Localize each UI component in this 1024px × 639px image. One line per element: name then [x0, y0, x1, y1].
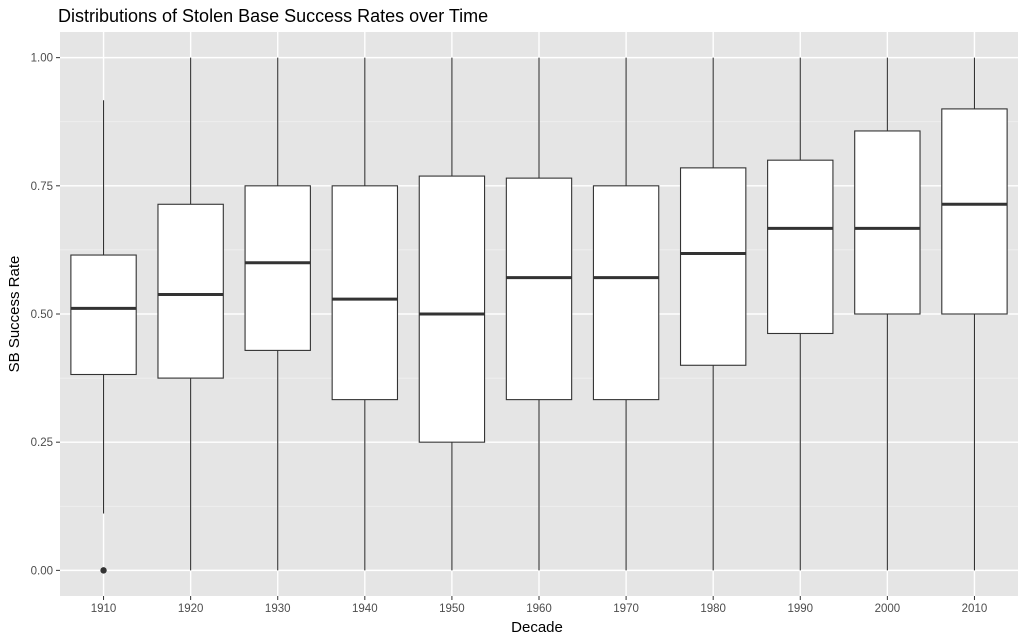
box-1960 [505, 57, 573, 571]
box-1910 [70, 100, 137, 574]
box-2010 [941, 57, 1008, 571]
x-tick-label: 1930 [265, 603, 291, 615]
iqr-box [941, 108, 1008, 315]
iqr-box [767, 159, 834, 335]
iqr-box [679, 167, 747, 366]
chart-title: Distributions of Stolen Base Success Rat… [58, 6, 488, 26]
y-tick-label: 0.25 [31, 437, 53, 449]
box-1970 [592, 57, 660, 571]
iqr-box [331, 185, 399, 401]
boxes-layer [70, 57, 1008, 574]
x-tick-label: 2000 [875, 603, 901, 615]
x-tick-label: 1990 [787, 603, 813, 615]
box-1930 [244, 57, 311, 571]
iqr-box [418, 175, 486, 443]
x-tick-label: 1910 [91, 603, 117, 615]
x-axis-title: Decade [511, 619, 563, 636]
iqr-box [244, 185, 311, 351]
y-tick-label: 0.75 [31, 181, 53, 193]
outlier-point [100, 567, 107, 574]
x-tick-label: 2010 [962, 603, 988, 615]
x-tick-label: 1950 [439, 603, 465, 615]
y-tick-label: 0.00 [31, 565, 53, 577]
box-1920 [157, 57, 224, 571]
iqr-box [157, 203, 224, 379]
y-tick-label: 1.00 [31, 53, 53, 65]
box-2000 [854, 57, 921, 571]
x-tick-label: 1980 [700, 603, 726, 615]
x-tick-label: 1960 [526, 603, 552, 615]
iqr-box [592, 185, 660, 401]
box-1950 [418, 57, 486, 571]
y-tick-label: 0.50 [31, 309, 53, 321]
y-axis-ticks: 0.00 0.25 0.50 0.75 1.00 [31, 53, 60, 577]
x-tick-label: 1970 [613, 603, 639, 615]
iqr-box [70, 254, 137, 376]
x-tick-label: 1920 [178, 603, 204, 615]
iqr-box [854, 130, 921, 315]
box-1990 [767, 57, 834, 571]
box-1980 [679, 57, 747, 571]
box-1940 [331, 57, 399, 571]
y-axis-title: SB Success Rate [6, 256, 23, 373]
iqr-box [505, 177, 573, 401]
x-axis-ticks: 1910 1920 1930 1940 1950 1960 1970 1980 1990 2000… [91, 596, 988, 615]
x-tick-label: 1940 [352, 603, 378, 615]
